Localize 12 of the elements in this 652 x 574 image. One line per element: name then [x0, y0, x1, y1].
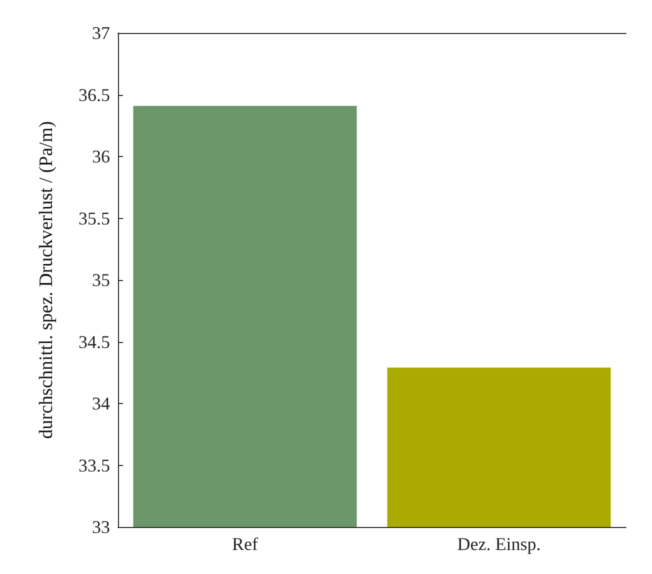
y-tick-label: 36.5 [78, 84, 110, 105]
y-tick-label: 34 [92, 394, 110, 414]
y-tick-label: 33.5 [78, 455, 110, 476]
y-tick-label: 33 [92, 517, 110, 537]
y-tick-label: 37 [92, 23, 110, 43]
y-tick-label: 36 [92, 146, 110, 166]
y-tick-label: 35.5 [78, 208, 110, 228]
x-tick-label: Ref [232, 534, 258, 554]
y-axis-title: durchschnittl. spez. Druckverlust / (Pa/m) [36, 121, 57, 439]
y-tick-label: 35 [92, 270, 110, 290]
y-tick-label: 34.5 [78, 332, 110, 352]
x-tick-label: Dez. Einsp. [457, 534, 541, 554]
